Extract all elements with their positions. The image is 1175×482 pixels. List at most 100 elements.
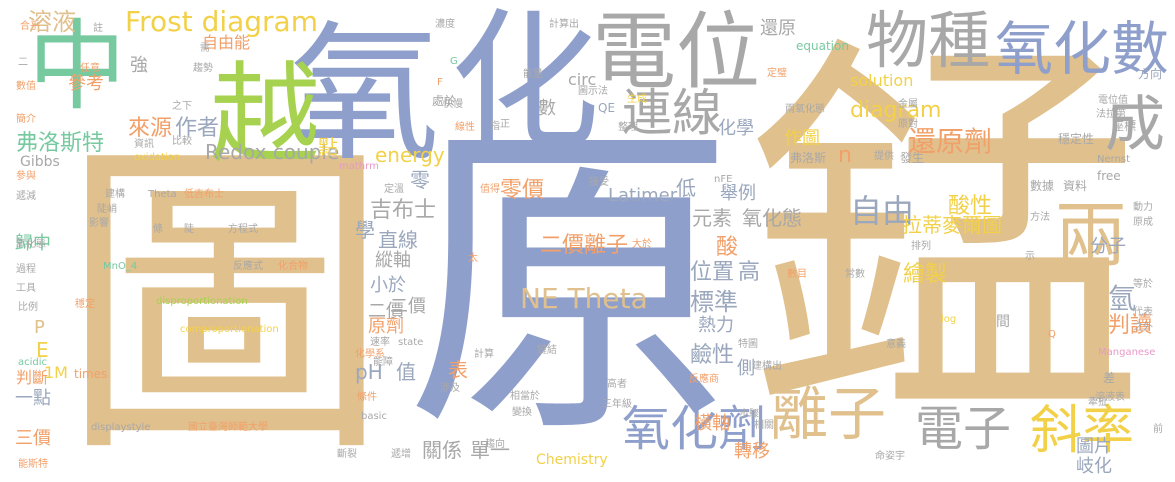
word-146: 化學系 <box>355 349 385 360</box>
word-48: 化學 <box>718 118 754 139</box>
word-4: 化 <box>450 0 601 170</box>
word-153: displaystyle <box>91 422 151 433</box>
word-51: 值 <box>396 360 416 384</box>
word-186: 前 <box>1153 424 1163 435</box>
word-36: 氧化態 <box>742 206 802 230</box>
word-18: 自由 <box>850 192 915 230</box>
word-126: 氧化態 <box>16 239 46 250</box>
word-187: 溶液表 <box>1095 392 1125 403</box>
word-181: log <box>941 314 957 325</box>
word-16: 氧化劑 <box>622 401 767 457</box>
word-74: 1M <box>44 363 68 382</box>
word-1: 原 <box>405 93 735 477</box>
word-172: 步驟 <box>739 409 759 420</box>
word-82: 低 <box>676 176 696 200</box>
word-150: 條件 <box>357 392 377 403</box>
word-189: 之外 <box>1133 322 1153 333</box>
word-58: Chemistry <box>536 452 608 468</box>
word-35: 元素 <box>692 206 732 230</box>
word-88: 電位值 <box>1098 95 1128 106</box>
word-59: 橫軸 <box>694 413 730 434</box>
word-100: 金屬 <box>898 99 918 110</box>
word-92: Nernst <box>1097 154 1131 165</box>
word-136: 條 <box>153 224 163 235</box>
word-173: 相關 <box>754 420 774 431</box>
word-132: 低吉布士 <box>184 189 224 200</box>
word-78: 小於 <box>370 275 406 296</box>
word-166: nFE <box>714 174 733 185</box>
word-8: 物種 <box>866 4 991 77</box>
word-163: 接受 <box>589 177 609 188</box>
word-185: 牽扯 <box>1088 397 1108 408</box>
word-68: 三價 <box>15 428 51 449</box>
word-57: 側 <box>737 358 755 379</box>
word-90: 座標 <box>1112 119 1137 133</box>
word-116: 數值 <box>16 81 36 92</box>
word-152: 國立臺灣師範大學 <box>188 422 268 433</box>
word-138: 方程式 <box>228 224 258 235</box>
word-80: 圖片 <box>1076 436 1112 457</box>
word-96: 發生 <box>900 151 925 165</box>
word-61: solution <box>850 71 914 90</box>
word-148: state <box>398 337 424 348</box>
word-21: NE Theta <box>520 282 648 315</box>
word-45: 單一 <box>470 438 510 462</box>
word-33: 來源 <box>128 116 173 141</box>
word-20: 溶液 <box>28 8 76 36</box>
word-28: 分子 <box>1090 236 1126 257</box>
word-66: 自由能 <box>202 33 251 52</box>
word-111: 資訊 <box>134 139 154 150</box>
word-32: 作者 <box>175 116 220 141</box>
word-89: QE <box>598 101 616 115</box>
word-174: 特圖 <box>738 339 758 350</box>
word-91: 穩定性 <box>1058 132 1095 146</box>
word-53: n <box>838 143 852 168</box>
word-139: Theta <box>148 189 177 200</box>
word-184: 差 <box>1103 371 1116 385</box>
word-114: 趨勢 <box>193 63 213 74</box>
word-44: Latimer <box>608 185 678 206</box>
word-98: 弗洛斯 <box>790 151 827 165</box>
word-192: 原成 <box>1133 217 1153 228</box>
word-159: 涉及 <box>440 383 460 394</box>
word-123: 需 <box>200 43 210 54</box>
word-13: 離子 <box>770 380 887 448</box>
word-34: 零價 <box>500 178 545 203</box>
word-179: 命姿宇 <box>875 451 905 462</box>
word-158: 變換 <box>512 407 532 418</box>
word-5: 電位 <box>592 3 761 101</box>
word-93: free <box>1097 169 1121 183</box>
word-79: 二價 <box>390 296 426 317</box>
word-52: energy <box>375 143 445 167</box>
word-112: oxidation <box>134 152 181 163</box>
word-167: 太 <box>468 253 478 264</box>
word-76: Gibbs <box>20 154 60 170</box>
word-144: disproportionation <box>156 296 248 307</box>
word-137: 陡 <box>184 224 194 235</box>
word-191: 示 <box>1025 251 1035 262</box>
word-72: E <box>36 338 49 362</box>
word-102: 生成 <box>627 94 647 105</box>
word-30: Redox couple <box>205 140 340 164</box>
word-162: 值得 <box>480 184 500 195</box>
word-194: 方法 <box>1030 212 1050 223</box>
word-182: Q <box>1048 329 1056 340</box>
word-171: 三年級 <box>602 399 632 410</box>
word-77: 原劑 <box>368 316 404 337</box>
word-29: 拉蒂麥爾圖 <box>902 213 1002 237</box>
word-196: 二 <box>18 57 28 68</box>
word-131: 能斯特 <box>18 459 48 470</box>
word-156: 趨向 <box>485 439 505 450</box>
word-0: 錳 <box>745 7 1145 472</box>
word-108: 線性 <box>455 122 475 133</box>
word-201: 二價 <box>368 301 404 322</box>
word-43: 吉布士 <box>370 198 437 223</box>
word-55: 縱軸 <box>375 250 411 271</box>
word-197: G <box>450 56 458 67</box>
word-15: 電子 <box>915 401 1012 457</box>
word-106: 指 <box>490 121 500 132</box>
word-99: 原對 <box>898 119 918 130</box>
word-133: 建構 <box>105 189 125 200</box>
word-47: 轉移 <box>734 441 770 462</box>
word-103: 快慢 <box>443 99 463 110</box>
